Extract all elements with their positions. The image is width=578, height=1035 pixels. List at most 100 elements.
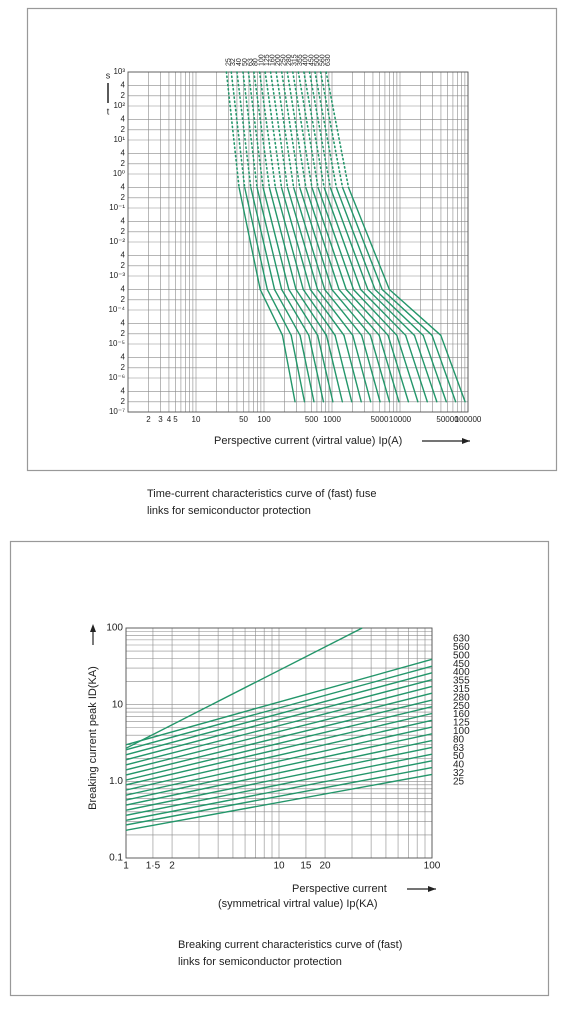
y-tick-label: 2 <box>121 329 126 338</box>
curve <box>274 186 304 291</box>
x-axis-label: (symmetrical virtral value) Ip(KA) <box>218 898 378 910</box>
x-tick-label: 10 <box>273 861 285 872</box>
curve <box>378 334 400 403</box>
series-label: 160 <box>269 54 276 66</box>
y-tick-label: 10⁻³ <box>109 271 125 280</box>
series-label: 80 <box>253 58 260 66</box>
curve <box>125 678 433 761</box>
curve <box>305 186 340 291</box>
y-tick-label: 10⁻¹ <box>109 203 125 212</box>
y-tick-label: 10 <box>112 699 124 710</box>
y-tick-label: 10² <box>113 101 125 110</box>
x-tick-label: 1 <box>123 861 129 872</box>
y-tick-label: 10⁻⁷ <box>109 407 125 416</box>
curve <box>125 692 433 771</box>
series-label: 630 <box>453 634 470 645</box>
x-tick-label: 3 <box>158 415 163 424</box>
series-label: 355 <box>297 54 304 66</box>
series-label: 500 <box>453 650 470 661</box>
curve <box>256 186 283 291</box>
y-tick-label: 4 <box>121 183 126 192</box>
y-arrowhead <box>90 624 96 632</box>
series-label: 450 <box>308 54 315 66</box>
curve <box>292 186 326 291</box>
curve <box>329 186 369 291</box>
y-tick-label: 10⁻² <box>109 237 125 246</box>
curve-dotted <box>275 71 295 189</box>
x-tick-label: 2 <box>169 861 175 872</box>
y-tick-label: 4 <box>121 251 126 260</box>
curve <box>323 186 362 291</box>
series-label: 40 <box>236 58 243 66</box>
curve <box>338 288 380 337</box>
series-label: 63 <box>453 743 465 754</box>
curve <box>311 186 347 291</box>
curve-dotted <box>225 71 240 189</box>
series-label: 80 <box>453 734 465 745</box>
curve <box>262 186 290 291</box>
series-label: 450 <box>453 659 470 670</box>
y-tick-label: 4 <box>121 353 126 362</box>
x-tick-label: 20 <box>319 861 331 872</box>
curve <box>125 773 433 831</box>
curve <box>273 288 301 337</box>
y-tick-label: 2 <box>121 91 126 100</box>
series-label: 25 <box>453 776 465 787</box>
curve <box>309 288 345 337</box>
curve <box>288 288 319 337</box>
x-tick-label: 2 <box>146 415 151 424</box>
curve-dotted <box>236 71 252 189</box>
curve <box>381 288 433 337</box>
curve <box>302 288 336 337</box>
y-axis-label: s <box>106 70 111 80</box>
y-tick-label: 1.0 <box>109 776 123 787</box>
curve <box>352 334 372 403</box>
curve-dotted <box>291 71 313 189</box>
curve-dotted <box>314 71 338 189</box>
curve <box>125 753 433 817</box>
curve <box>317 186 355 291</box>
curve <box>431 334 457 403</box>
curve <box>268 186 297 291</box>
curve <box>334 334 353 403</box>
frame-bottom <box>9 540 550 997</box>
series-label: 125 <box>453 718 470 729</box>
frame-top <box>26 7 558 472</box>
x-tick-label: 15 <box>300 861 312 872</box>
series-label: 100 <box>453 726 470 737</box>
x-axis-label: Perspective current <box>292 883 387 895</box>
x-tick-label: 100 <box>424 861 441 872</box>
series-label: 250 <box>281 54 288 66</box>
series-label: 560 <box>453 642 470 653</box>
curve <box>367 288 416 337</box>
x-tick-label: 5 <box>173 415 178 424</box>
caption: links for semiconductor protection <box>147 505 311 517</box>
y-tick-label: 2 <box>121 295 126 304</box>
x-tick-label: 500 <box>305 415 319 424</box>
y-tick-label: 4 <box>121 81 126 90</box>
y-tick-label: 0.1 <box>109 853 123 864</box>
y-tick-label: 2 <box>121 363 126 372</box>
curve <box>125 672 433 756</box>
curve <box>422 334 447 403</box>
y-tick-label: 10⁻⁵ <box>109 339 125 348</box>
curve <box>360 334 381 403</box>
curve <box>316 288 354 337</box>
curve <box>266 288 292 337</box>
y-tick-label: 10⁰ <box>113 169 125 178</box>
curve <box>281 334 296 403</box>
x-tick-label: 50 <box>239 415 248 424</box>
curve <box>343 334 362 403</box>
series-label: 25 <box>225 58 232 66</box>
y-tick-label: 2 <box>121 397 126 406</box>
y-tick-label: 2 <box>121 159 126 168</box>
series-label: 355 <box>453 676 470 687</box>
curve <box>387 334 410 403</box>
curve <box>308 334 325 403</box>
curve-dotted <box>325 71 350 189</box>
y-tick-label: 10⁻⁴ <box>108 305 125 314</box>
curve <box>331 288 372 337</box>
curve <box>125 712 433 786</box>
curve <box>335 186 376 291</box>
